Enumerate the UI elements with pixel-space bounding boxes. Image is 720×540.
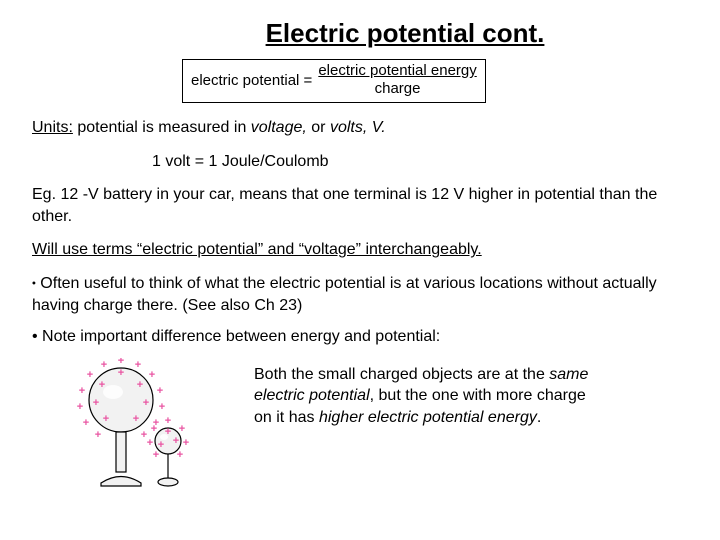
units-volts: volts, V. xyxy=(330,119,386,136)
svg-text:+: + xyxy=(118,358,124,367)
svg-text:+: + xyxy=(159,401,165,413)
svg-text:+: + xyxy=(118,367,124,379)
svg-text:+: + xyxy=(135,359,141,371)
formula-denominator: charge xyxy=(375,80,421,98)
units-voltage: voltage, xyxy=(251,119,307,136)
svg-text:+: + xyxy=(143,397,149,409)
svg-text:+: + xyxy=(151,423,157,435)
volt-definition: 1 volt = 1 Joule/Coulomb xyxy=(152,151,688,173)
svg-text:+: + xyxy=(173,435,179,447)
svg-text:+: + xyxy=(177,449,183,461)
slide-title: Electric potential cont. xyxy=(122,18,688,49)
bullet-1: • Often useful to think of what the elec… xyxy=(32,273,688,316)
svg-text:+: + xyxy=(87,369,93,381)
svg-text:+: + xyxy=(147,437,153,449)
formula-box: electric potential = electric potential … xyxy=(182,59,486,103)
interchange-text: Will use terms “electric potential” and … xyxy=(32,239,688,261)
caption-e: . xyxy=(537,409,541,426)
svg-text:+: + xyxy=(77,401,83,413)
svg-text:+: + xyxy=(79,385,85,397)
formula-lhs: electric potential = xyxy=(191,72,312,89)
units-line: Units: potential is measured in voltage,… xyxy=(32,117,688,139)
bullet-2: • Note important difference between ener… xyxy=(32,326,688,348)
svg-text:+: + xyxy=(103,413,109,425)
caption-higher-energy: higher electric potential energy xyxy=(319,409,537,426)
formula-numerator: electric potential energy xyxy=(318,62,476,80)
example-text: Eg. 12 -V battery in your car, means tha… xyxy=(32,184,688,227)
svg-text:+: + xyxy=(99,379,105,391)
units-text1: potential is measured in xyxy=(73,119,251,136)
svg-text:+: + xyxy=(183,437,189,449)
svg-text:+: + xyxy=(95,429,101,441)
svg-text:+: + xyxy=(137,379,143,391)
caption-a: Both the small charged objects are at th… xyxy=(254,366,549,383)
svg-text:+: + xyxy=(93,397,99,409)
svg-text:+: + xyxy=(165,426,171,438)
units-label: Units: xyxy=(32,119,73,136)
svg-text:+: + xyxy=(101,359,107,371)
caption-text: Both the small charged objects are at th… xyxy=(254,358,594,429)
units-text2: or xyxy=(307,119,330,136)
svg-text:+: + xyxy=(157,385,163,397)
spheres-svg: + + + + + + + + + + + + + + + + xyxy=(66,358,236,488)
svg-text:+: + xyxy=(179,423,185,435)
formula-fraction: electric potential energy charge xyxy=(318,62,476,98)
svg-text:+: + xyxy=(158,439,164,451)
svg-text:+: + xyxy=(83,417,89,429)
bullet-1-text: Often useful to think of what the electr… xyxy=(32,275,657,314)
svg-text:+: + xyxy=(149,369,155,381)
charged-spheres-illustration: + + + + + + + + + + + + + + + + xyxy=(66,358,236,493)
svg-text:+: + xyxy=(133,413,139,425)
